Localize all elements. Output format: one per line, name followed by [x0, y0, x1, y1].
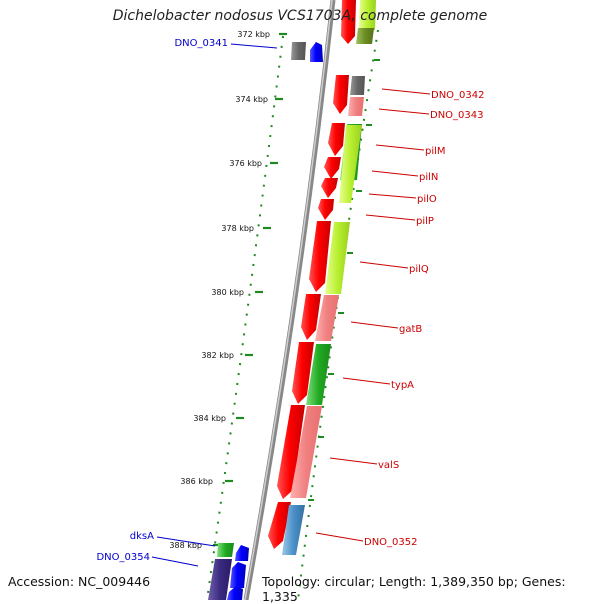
- accession-text: Accession: NC_009446: [8, 574, 151, 589]
- gene-label-pilo[interactable]: pilO: [417, 194, 437, 205]
- scale-track: [206, 35, 284, 600]
- left-strand-genes: [208, 42, 323, 600]
- forward-strand-genes: [282, 0, 376, 555]
- label-connector: [329, 457, 378, 465]
- scale-label: 380 kbp: [211, 288, 244, 297]
- label-connector: [375, 144, 425, 151]
- scale-label: 376 kbp: [229, 159, 262, 168]
- label-connector: [365, 214, 416, 221]
- label-connector: [342, 377, 391, 385]
- gene-label-pilp[interactable]: pilP: [416, 216, 434, 227]
- gene-label-dno0342[interactable]: DNO_0342: [431, 90, 485, 101]
- gene-label-dno0341[interactable]: DNO_0341: [174, 38, 228, 49]
- label-connector: [350, 321, 399, 329]
- gene-label-dksa[interactable]: dksA: [130, 531, 154, 542]
- label-connector: [151, 556, 199, 567]
- label-connector: [156, 536, 216, 547]
- scale-label: 386 kbp: [180, 477, 213, 486]
- gene-label-dno0354[interactable]: DNO_0354: [96, 552, 150, 563]
- gene-label-dno0352[interactable]: DNO_0352: [364, 537, 418, 548]
- gene-label-pilm[interactable]: pilM: [425, 146, 446, 157]
- scale-label: 384 kbp: [193, 414, 226, 423]
- label-connector: [230, 43, 278, 49]
- backbone-line: [243, 0, 336, 600]
- scale-label: 372 kbp: [237, 30, 270, 39]
- scale-label: 388 kbp: [169, 541, 202, 550]
- map-title: Dichelobacter nodosus VCS1703A, complete…: [112, 8, 488, 24]
- gene-label-dno0343[interactable]: DNO_0343: [430, 110, 484, 121]
- scale-label: 374 kbp: [235, 95, 268, 104]
- gene-label-vals[interactable]: valS: [378, 460, 399, 471]
- label-connector: [315, 532, 364, 542]
- label-connector: [371, 170, 419, 177]
- label-connector: [359, 261, 409, 269]
- label-connector: [378, 108, 430, 115]
- red-strand-genes: [268, 0, 356, 549]
- label-connector: [368, 193, 417, 199]
- gene-label-piln[interactable]: pilN: [419, 172, 438, 183]
- label-connector: [381, 88, 431, 95]
- scale-label: 382 kbp: [201, 351, 234, 360]
- gene-label-gatb[interactable]: gatB: [399, 324, 422, 335]
- gene-label-typa[interactable]: typA: [391, 380, 414, 391]
- scale-label: 378 kbp: [221, 224, 254, 233]
- gene-label-pilq[interactable]: pilQ: [409, 264, 429, 275]
